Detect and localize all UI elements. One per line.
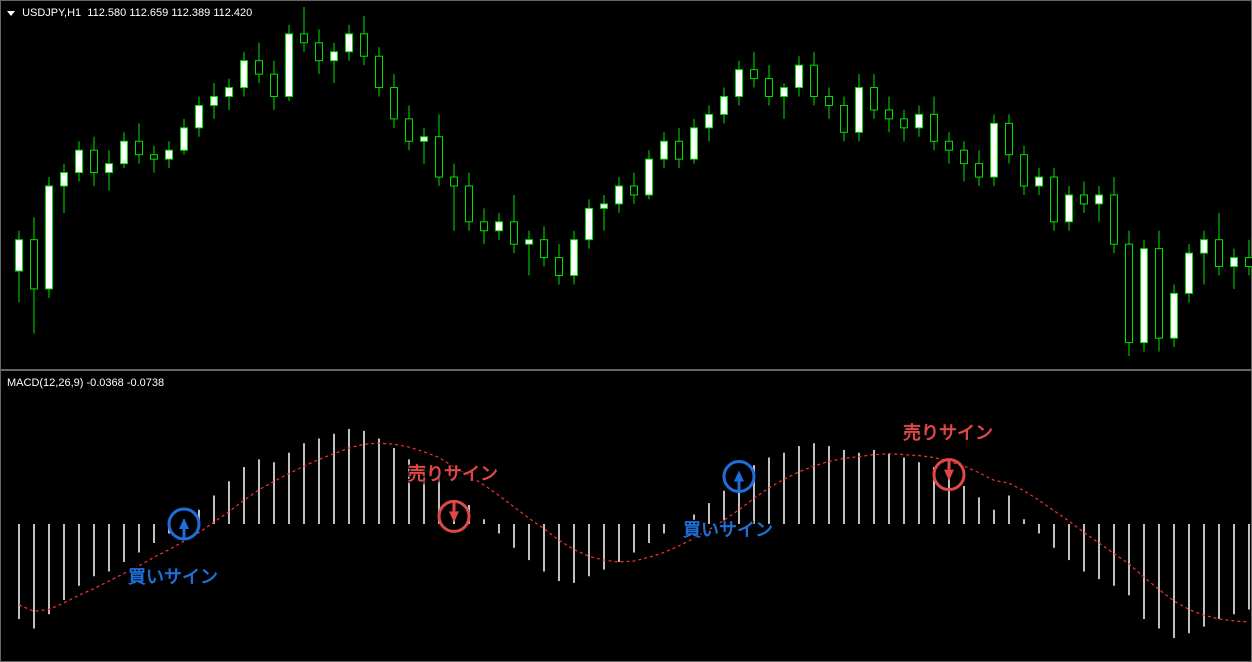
- price-panel[interactable]: USDJPY,H1 112.580 112.659 112.389 112.42…: [0, 0, 1252, 370]
- buy-sign-label: 買いサイン: [683, 516, 773, 542]
- ohlc-high: 112.659: [129, 7, 168, 19]
- ohlc-low: 112.389: [171, 7, 210, 19]
- ohlc-close: 112.420: [213, 7, 252, 19]
- buy-sign-label: 買いサイン: [128, 563, 218, 589]
- sell-sign-label: 売りサイン: [408, 460, 498, 486]
- candlestick-chart[interactable]: [1, 1, 1252, 371]
- price-panel-label: USDJPY,H1 112.580 112.659 112.389 112.42…: [7, 7, 252, 19]
- ohlc-open: 112.580: [87, 7, 126, 19]
- macd-chart[interactable]: [1, 371, 1252, 662]
- chevron-down-icon: [7, 11, 15, 16]
- macd-panel[interactable]: MACD(12,26,9) -0.0368 -0.0738: [0, 370, 1252, 662]
- macd-panel-label: MACD(12,26,9) -0.0368 -0.0738: [7, 377, 164, 389]
- chart-container: USDJPY,H1 112.580 112.659 112.389 112.42…: [0, 0, 1252, 662]
- symbol-label: USDJPY,H1: [22, 7, 81, 19]
- sell-sign-label: 売りサイン: [903, 419, 993, 445]
